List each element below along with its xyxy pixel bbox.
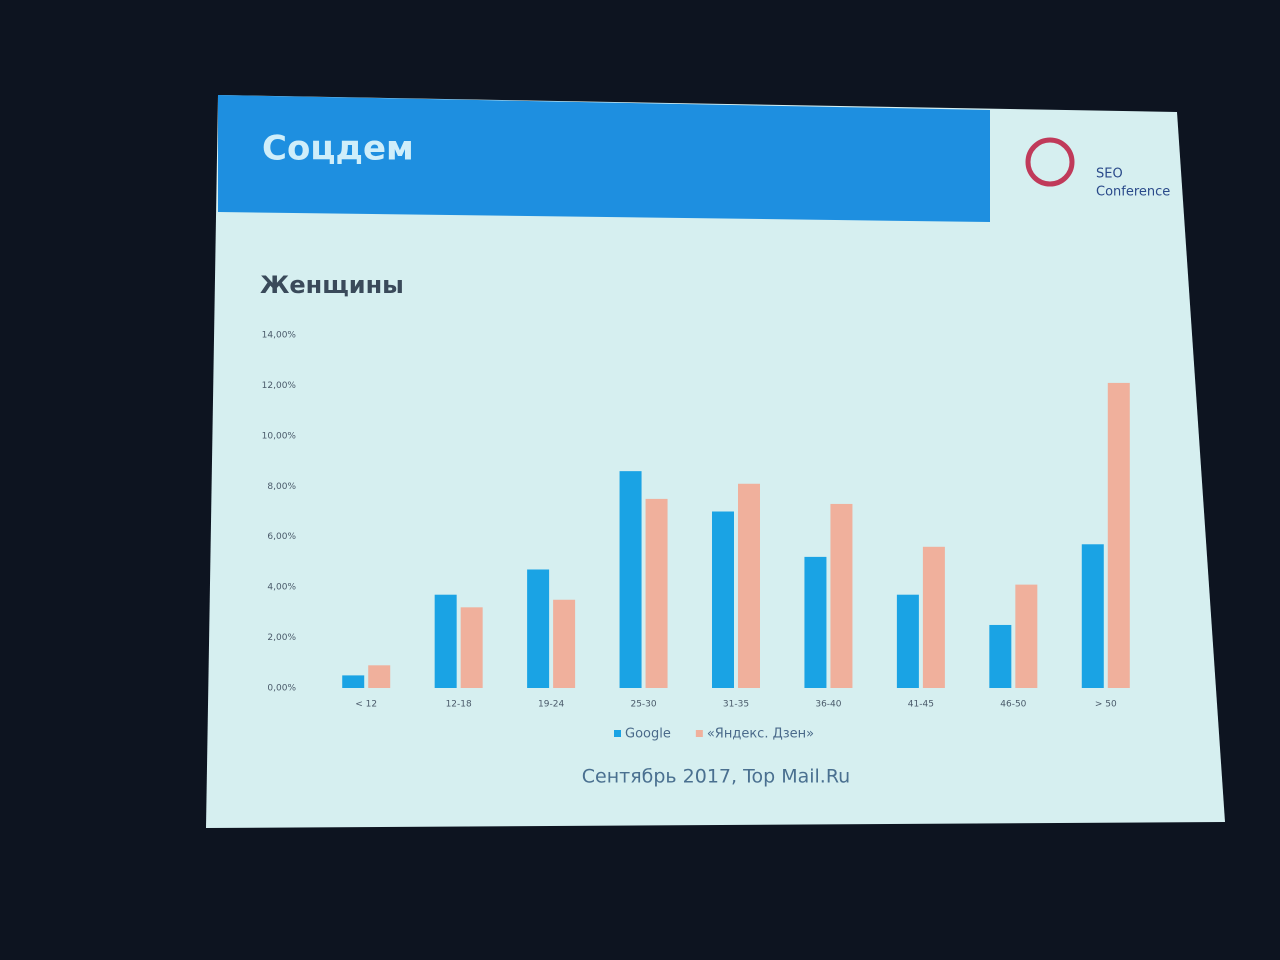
legend-swatch: [614, 730, 621, 737]
x-tick-label: 46-50: [1000, 700, 1026, 710]
x-tick-label: 25-30: [630, 700, 656, 710]
x-tick-label: 19-24: [538, 700, 564, 710]
legend-swatch: [695, 730, 703, 737]
slide-title: Соцдем: [262, 129, 414, 169]
x-tick-label: < 12: [355, 700, 377, 710]
chart-title: Женщины: [260, 271, 404, 299]
bar: [1107, 382, 1130, 688]
x-tick-label: 36-40: [815, 700, 841, 710]
y-tick-label: 4,00%: [267, 583, 296, 593]
bar: [804, 556, 827, 688]
bar: [1015, 584, 1038, 688]
bar: [830, 503, 853, 688]
logo-text: SEO: [1096, 167, 1123, 182]
header-band: [218, 95, 990, 222]
bar: [922, 546, 945, 688]
bar: [553, 599, 576, 688]
x-tick-label: 31-35: [723, 700, 749, 710]
legend-label: Google: [625, 727, 671, 742]
y-tick-label: 2,00%: [267, 633, 296, 643]
bar: [1081, 544, 1104, 688]
bar: [434, 594, 457, 688]
logo-icon: [1025, 137, 1075, 187]
y-tick-label: 0,00%: [267, 684, 296, 694]
logo-text: Conference: [1096, 185, 1170, 200]
bar: [738, 483, 760, 688]
x-tick-label: > 50: [1095, 700, 1117, 710]
bar: [896, 594, 919, 688]
bar: [989, 624, 1012, 688]
x-tick-label: 12-18: [446, 700, 472, 710]
bar: [645, 498, 668, 688]
legend-label: «Яндекс. Дзен»: [707, 727, 814, 742]
bar: [619, 471, 642, 688]
y-tick-label: 6,00%: [267, 532, 296, 542]
footer: Сентябрь 2017, Top Mail.Ru: [582, 766, 850, 788]
bar: [368, 665, 391, 688]
y-tick-label: 14,00%: [262, 331, 297, 341]
bar: [527, 569, 550, 688]
y-tick-label: 12,00%: [262, 381, 297, 391]
y-tick-label: 10,00%: [262, 431, 297, 441]
y-tick-label: 8,00%: [267, 482, 296, 492]
x-tick-label: 41-45: [908, 700, 934, 710]
bar: [342, 675, 365, 688]
bar: [712, 511, 734, 688]
bar: [460, 607, 483, 688]
